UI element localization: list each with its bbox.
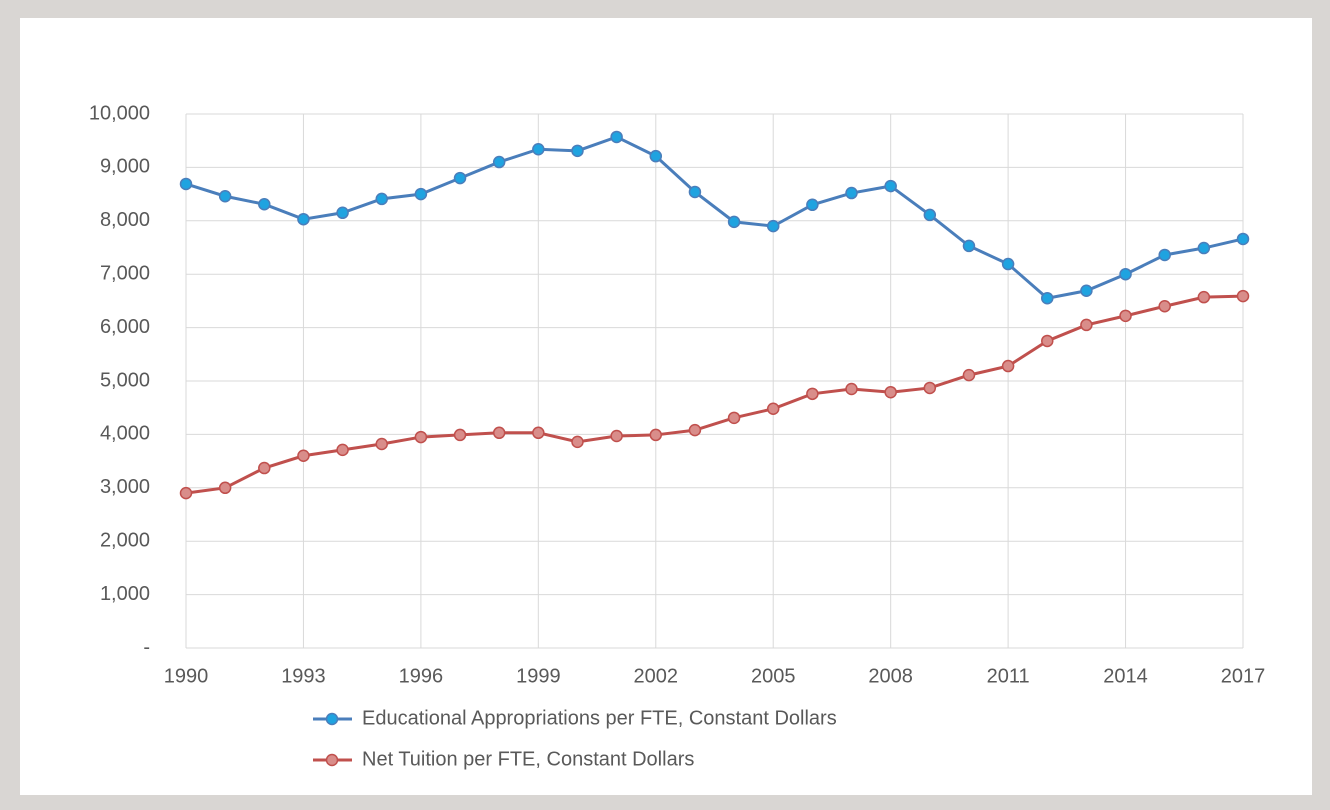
data-point [1197,241,1211,255]
x-tick-label: 1999 [516,665,561,687]
data-point [297,449,310,463]
data-point [610,429,623,443]
data-point [1119,309,1132,323]
data-point [923,381,937,395]
legend-marker [325,753,339,767]
data-point [1197,290,1211,304]
data-point [845,186,858,200]
x-tick-label: 1996 [399,665,444,687]
data-point [492,155,506,169]
data-point [610,130,623,144]
data-point [1119,267,1132,281]
data-point [845,382,858,396]
data-point [336,206,349,220]
data-point [532,142,545,156]
x-tick-label: 1993 [281,665,326,687]
data-point [1158,299,1171,313]
y-tick-label: 1,000 [100,583,150,605]
data-point [1001,359,1015,373]
x-tick-label: 2002 [634,665,679,687]
x-tick-label: 1990 [164,665,209,687]
data-point [453,428,467,442]
data-point [806,198,819,212]
series-line [185,294,1244,495]
data-point [258,461,271,475]
data-point [375,437,388,451]
data-point [532,426,545,440]
x-tick-label: 2008 [868,665,913,687]
data-point [727,411,741,425]
y-tick-label: 3,000 [100,476,150,498]
data-point [1236,289,1250,303]
y-tick-label: - [143,636,150,658]
data-point [258,197,271,211]
data-point [766,219,780,233]
data-point [884,385,897,399]
data-point [179,486,193,500]
legend-marker [325,712,339,726]
data-point [923,208,937,222]
data-point [1041,291,1054,305]
data-point [649,428,663,442]
legend-label: Net Tuition per FTE, Constant Dollars [362,748,694,770]
data-point [492,426,506,440]
y-tick-label: 9,000 [100,156,150,178]
data-point [336,443,349,457]
y-tick-label: 2,000 [100,529,150,551]
x-tick-label: 2017 [1221,665,1266,687]
y-tick-label: 7,000 [100,262,150,284]
data-point [766,402,780,416]
data-point [218,189,232,203]
data-point [1001,257,1015,271]
y-tick-label: 4,000 [100,423,150,445]
data-point [1080,318,1093,332]
data-point [1236,232,1250,246]
data-point [727,215,741,229]
x-tick-label: 2005 [751,665,796,687]
y-tick-label: 8,000 [100,209,150,231]
series-line [185,135,1244,300]
data-point [571,435,584,449]
data-point [1041,334,1054,348]
data-point [688,423,702,437]
y-tick-label: 10,000 [89,102,150,124]
data-point [218,481,232,495]
data-point [1080,284,1093,298]
data-point [375,192,388,206]
x-tick-label: 2011 [987,665,1030,687]
data-point [297,212,310,226]
data-point [688,185,702,199]
data-point [884,179,897,193]
data-point [962,239,976,253]
data-point [649,149,663,163]
y-tick-label: 6,000 [100,316,150,338]
data-point [414,430,428,444]
y-tick-label: 5,000 [100,369,150,391]
legend-label: Educational Appropriations per FTE, Cons… [362,707,837,729]
x-tick-label: 2014 [1103,665,1148,687]
data-point [962,368,976,382]
data-point [414,187,428,201]
data-point [453,171,467,185]
data-point [1158,248,1171,262]
data-point [806,387,819,401]
data-point [571,144,584,158]
chart-panel [20,18,1312,795]
data-point [179,177,193,191]
